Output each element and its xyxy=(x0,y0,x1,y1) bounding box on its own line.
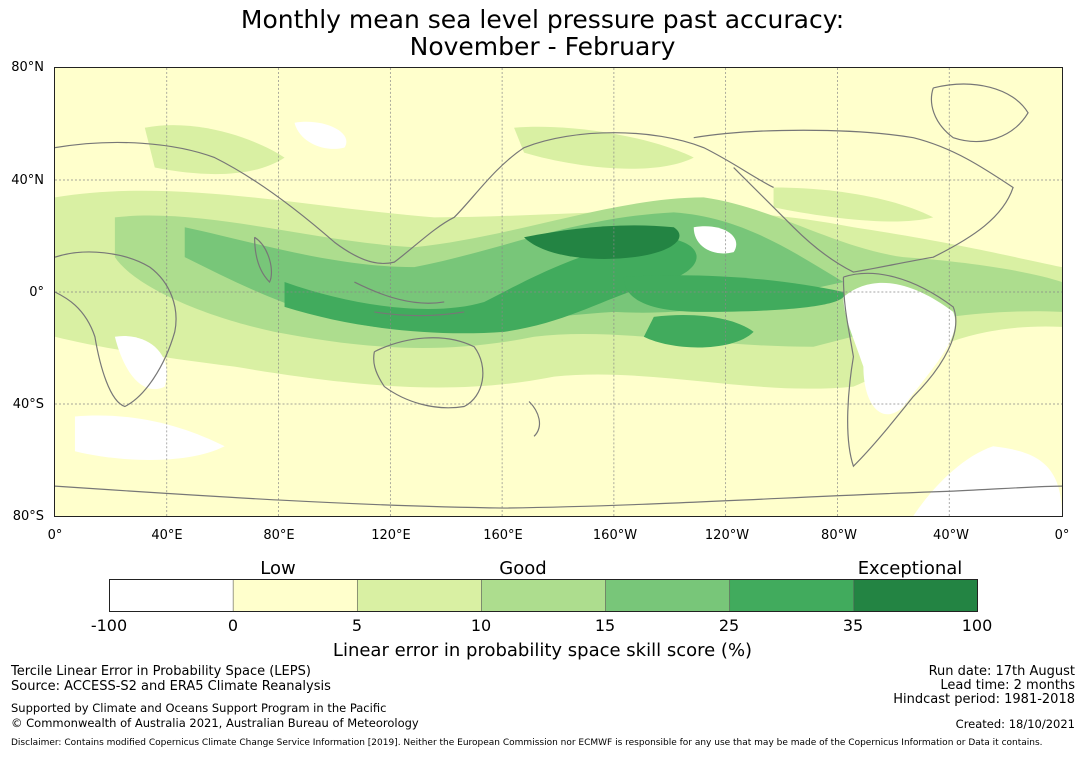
colorbar-cell xyxy=(605,579,731,612)
footer-copyright: © Commonwealth of Australia 2021, Austra… xyxy=(11,716,419,730)
lon-label: 120°E xyxy=(371,528,411,543)
colorbar-tick: 5 xyxy=(351,616,363,635)
lon-label: 160°E xyxy=(483,528,523,543)
run-date: Run date: 17th August xyxy=(928,664,1075,679)
footer-source: Source: ACCESS-S2 and ERA5 Climate Reana… xyxy=(11,679,331,694)
lat-label: 40°N xyxy=(11,173,44,188)
lat-label: 40°S xyxy=(12,397,44,412)
hindcast-period: Hindcast period: 1981-2018 xyxy=(893,692,1075,707)
colorbar-cell xyxy=(232,579,359,612)
coastlines xyxy=(55,83,1062,509)
chart-title-line2: November - February xyxy=(409,32,676,61)
category-exceptional: Exceptional xyxy=(857,558,963,579)
lead-time: Lead time: 2 months xyxy=(940,678,1075,693)
colorbar-tick: 100 xyxy=(961,616,993,635)
colorbar xyxy=(109,579,978,612)
lon-label: 120°W xyxy=(704,528,750,543)
category-good: Good xyxy=(499,558,547,579)
colorbar-cell xyxy=(729,579,855,612)
lon-label: 160°W xyxy=(592,528,638,543)
category-low: Low xyxy=(260,558,296,579)
footer-support: Supported by Climate and Oceans Support … xyxy=(11,701,387,715)
created-date: Created: 18/10/2021 xyxy=(955,717,1075,731)
colorbar-tick: 25 xyxy=(718,616,740,635)
lon-label: 40°W xyxy=(933,528,969,543)
lon-label: 80°W xyxy=(821,528,857,543)
skill-shading xyxy=(55,125,1062,389)
colorbar-tick: -100 xyxy=(90,616,128,635)
graticule xyxy=(55,68,1062,516)
skill-map xyxy=(54,67,1063,517)
lat-label: 80°N xyxy=(11,60,44,75)
colorbar-label: Linear error in probability space skill … xyxy=(332,640,753,661)
lon-label: 80°E xyxy=(263,528,295,543)
footer-method: Tercile Linear Error in Probability Spac… xyxy=(11,664,311,679)
colorbar-cell xyxy=(481,579,607,612)
colorbar-cell xyxy=(853,579,978,612)
lat-label: 0° xyxy=(29,285,44,300)
low-skill-patches xyxy=(74,121,1062,516)
colorbar-cell xyxy=(109,579,234,612)
colorbar-tick: 15 xyxy=(594,616,616,635)
disclaimer: Disclaimer: Contains modified Copernicus… xyxy=(11,738,1043,748)
lon-label: 40°E xyxy=(151,528,183,543)
chart-title-line1: Monthly mean sea level pressure past acc… xyxy=(240,5,845,34)
colorbar-tick: 10 xyxy=(470,616,492,635)
lon-label: 0° xyxy=(1054,528,1070,543)
lon-label: 0° xyxy=(47,528,63,543)
colorbar-cell xyxy=(356,579,483,612)
lat-label: 80°S xyxy=(12,509,44,524)
colorbar-tick: 0 xyxy=(227,616,239,635)
colorbar-tick: 35 xyxy=(842,616,864,635)
